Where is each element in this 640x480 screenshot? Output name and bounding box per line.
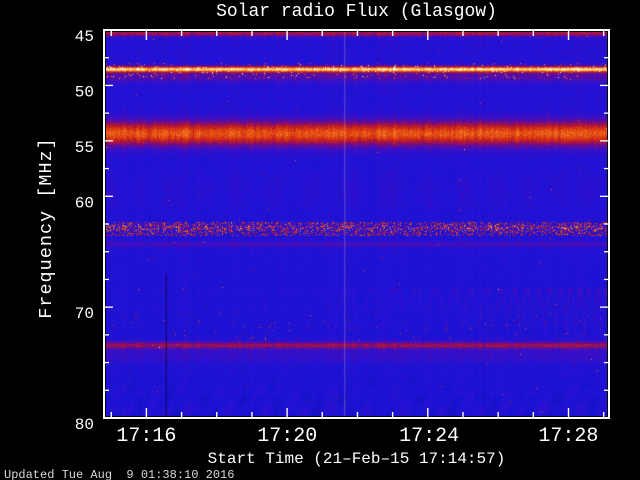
svg-text:45: 45 [75,28,94,46]
svg-text:50: 50 [75,83,94,101]
svg-text:17:16: 17:16 [116,425,176,448]
svg-text:17:20: 17:20 [257,425,317,448]
svg-text:55: 55 [75,139,94,157]
svg-text:80: 80 [75,416,94,434]
svg-text:60: 60 [75,194,94,212]
svg-text:17:24: 17:24 [399,425,459,448]
svg-text:70: 70 [75,305,94,323]
svg-text:17:28: 17:28 [538,425,598,448]
